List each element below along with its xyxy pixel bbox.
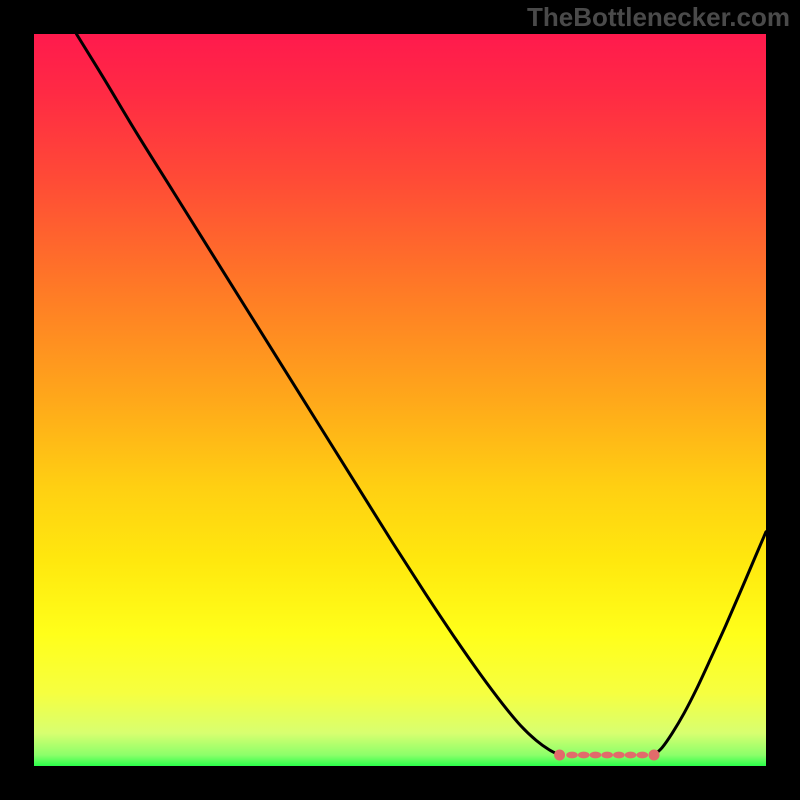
plot-area	[34, 34, 766, 766]
plateau-markers	[554, 750, 659, 761]
curve-layer	[34, 34, 766, 766]
plateau-dash	[566, 752, 578, 759]
right-curve	[654, 532, 766, 755]
left-curve	[76, 34, 559, 755]
plateau-dash	[636, 752, 648, 759]
plateau-dash	[625, 752, 637, 759]
plateau-end-dot	[554, 750, 565, 761]
plateau-end-dot	[649, 750, 660, 761]
plateau-dash	[601, 752, 613, 759]
plateau-dash	[578, 752, 590, 759]
watermark-text: TheBottlenecker.com	[527, 2, 790, 33]
plateau-dash	[590, 752, 602, 759]
stage: TheBottlenecker.com	[0, 0, 800, 800]
plateau-dash	[613, 752, 625, 759]
